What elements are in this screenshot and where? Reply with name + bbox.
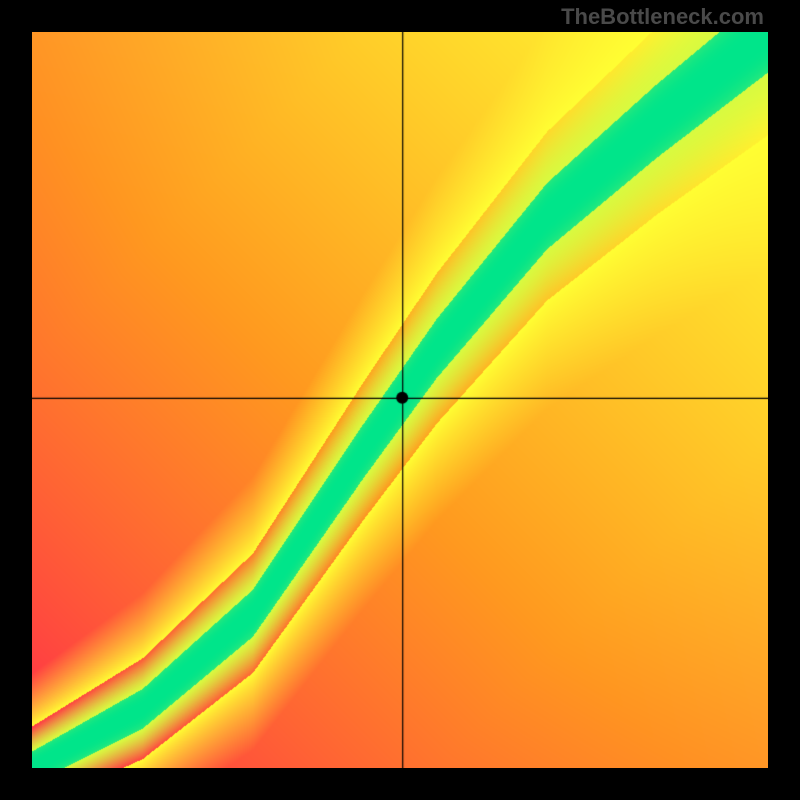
chart-frame: TheBottleneck.com [0,0,800,800]
bottleneck-heatmap [32,32,768,768]
watermark-text: TheBottleneck.com [561,4,764,30]
